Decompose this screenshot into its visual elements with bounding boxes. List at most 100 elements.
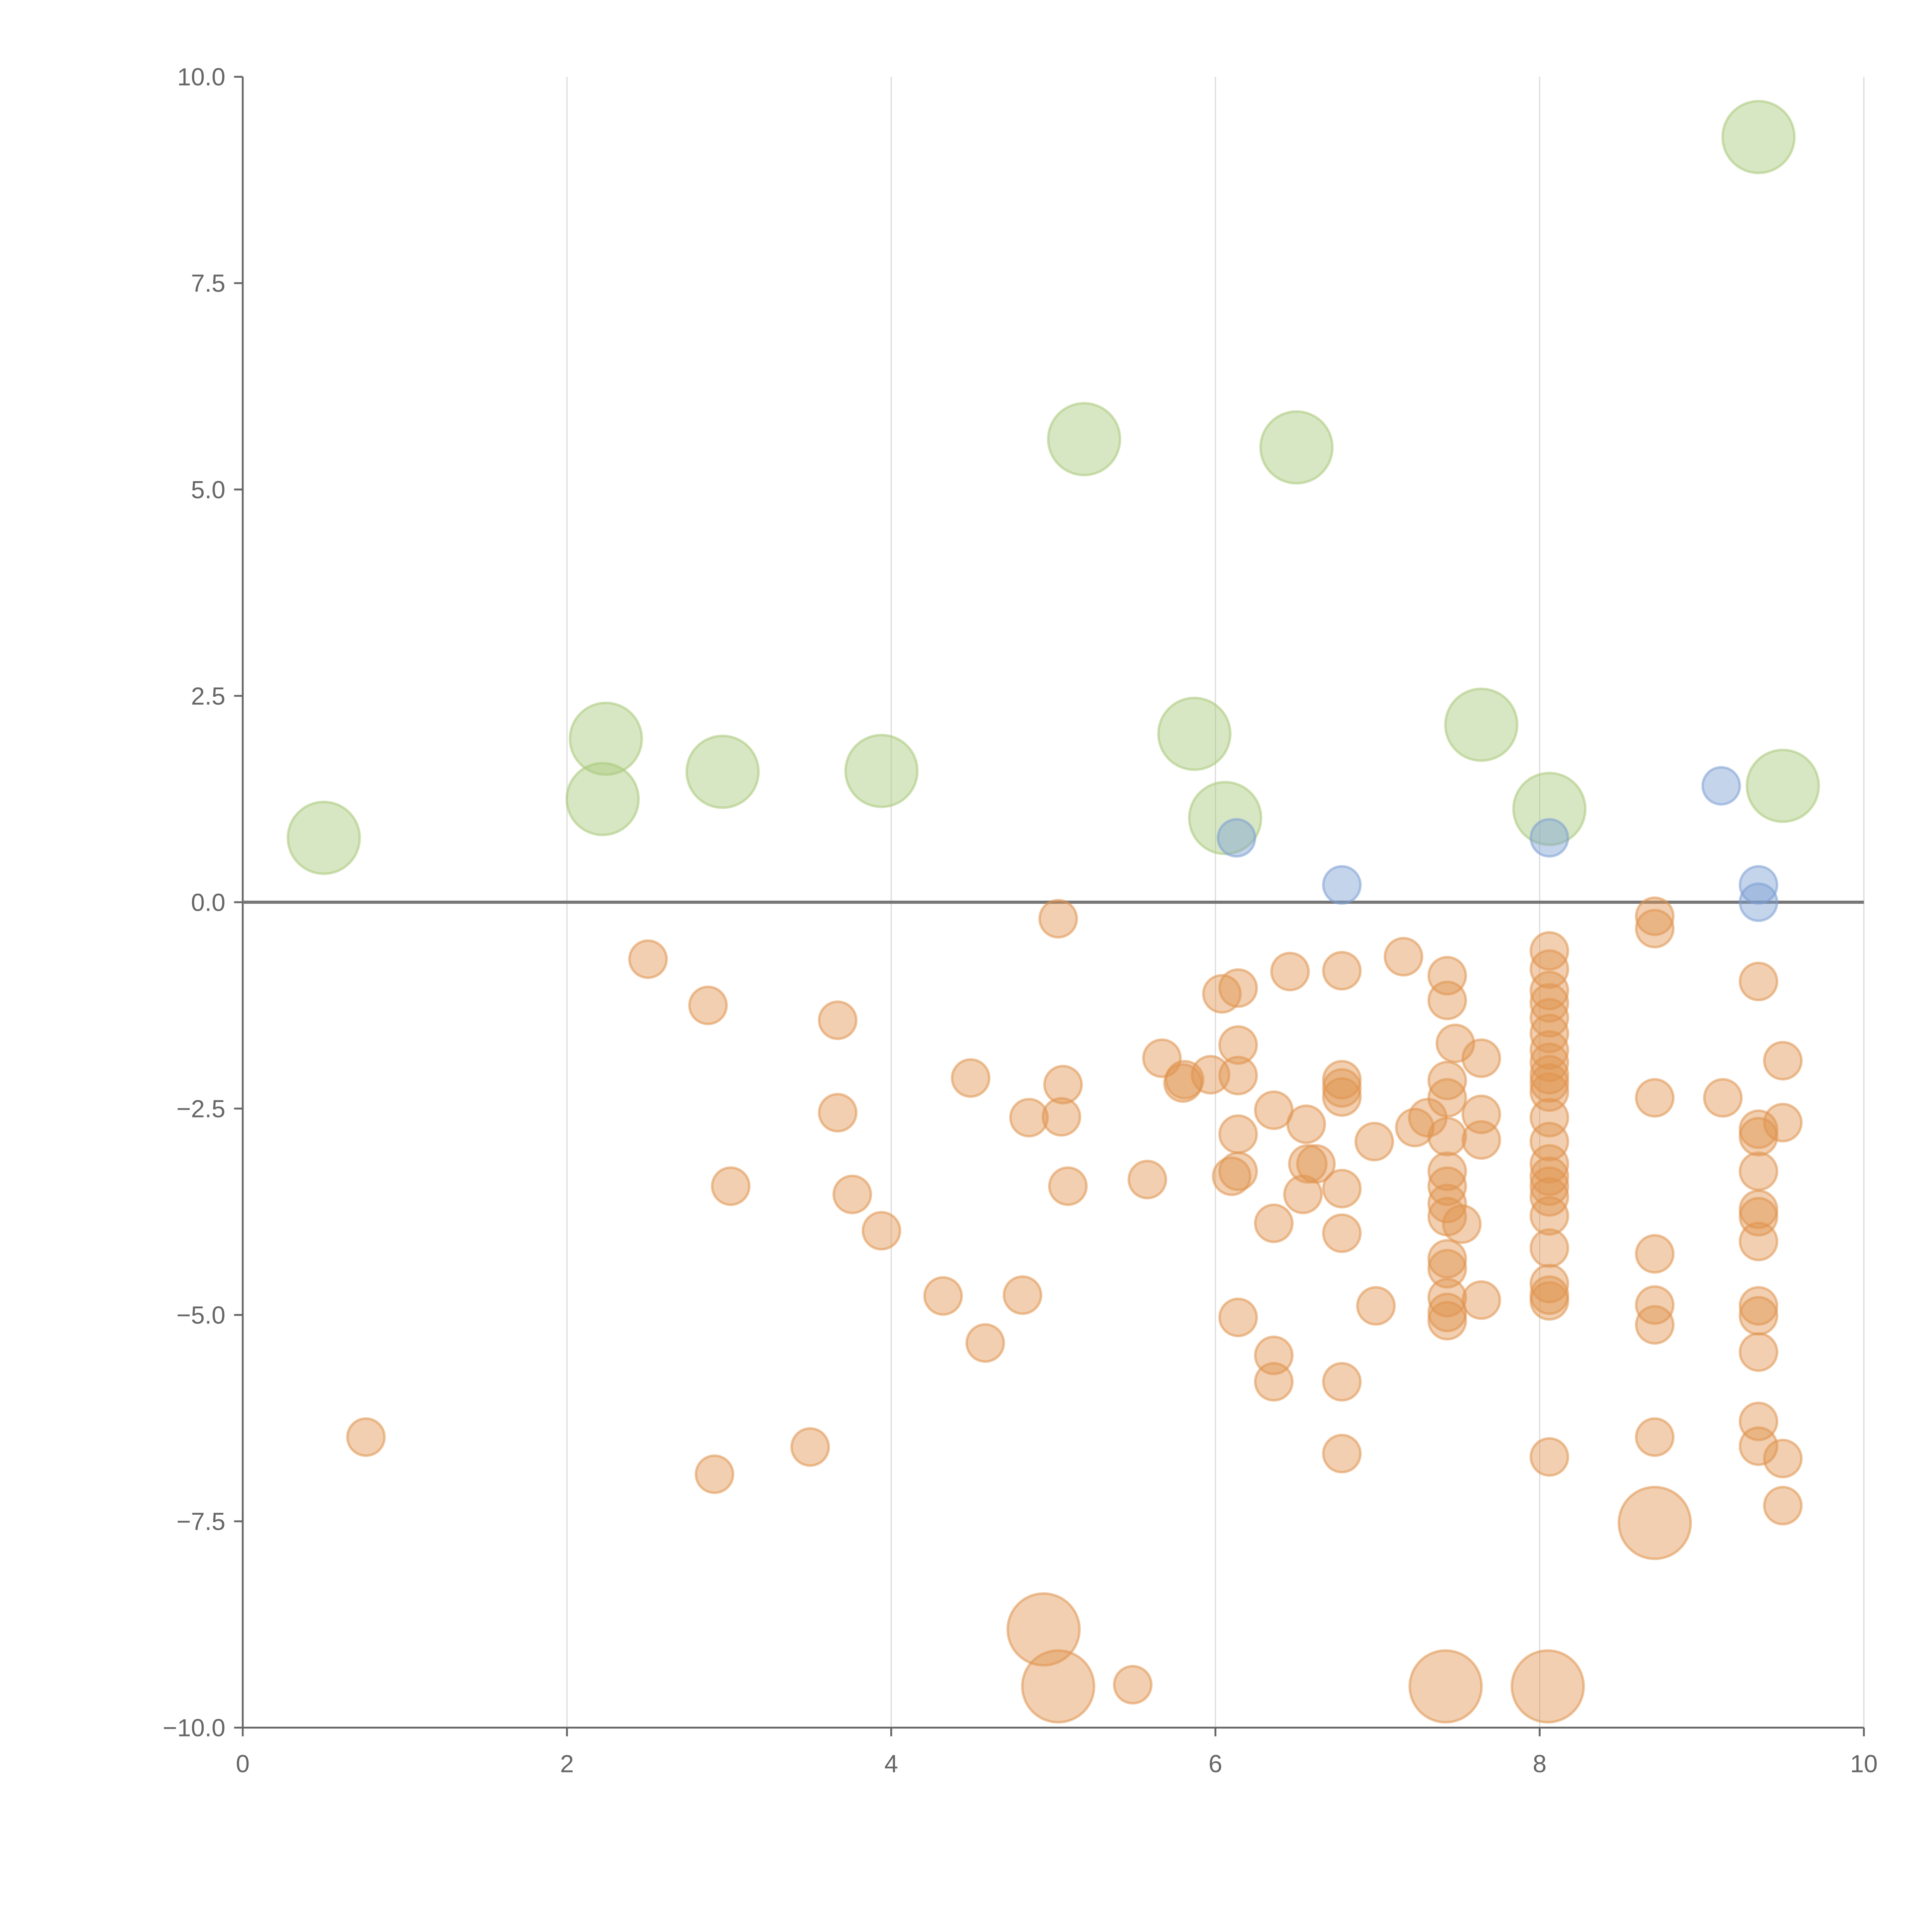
data-point-orange xyxy=(711,1166,751,1206)
data-point-orange xyxy=(1738,1286,1779,1326)
data-point-orange xyxy=(1529,971,1570,1010)
data-point-orange-large xyxy=(1408,1649,1483,1724)
data-point-blue xyxy=(1738,882,1779,922)
data-point-orange xyxy=(1218,1114,1258,1154)
data-point-orange xyxy=(1041,1097,1082,1137)
data-point-orange xyxy=(832,1174,872,1214)
data-point-orange xyxy=(1763,1041,1803,1081)
data-point-orange xyxy=(1165,1060,1205,1100)
data-point-orange xyxy=(1283,1174,1323,1214)
data-point-green xyxy=(286,801,361,875)
data-point-orange xyxy=(1635,909,1675,949)
data-point-orange xyxy=(1529,1144,1570,1184)
data-point-orange xyxy=(1529,1264,1570,1304)
data-point-orange xyxy=(1529,1098,1570,1138)
data-point-orange xyxy=(1427,1117,1467,1156)
data-point-orange xyxy=(1738,1426,1779,1466)
data-point-orange xyxy=(1322,951,1362,991)
data-point-orange xyxy=(1322,1060,1362,1100)
data-point-orange xyxy=(1461,1280,1501,1320)
data-point-orange xyxy=(1738,1151,1779,1191)
data-point-orange xyxy=(1738,961,1779,1002)
data-point-orange xyxy=(1322,1068,1362,1108)
data-point-orange xyxy=(1529,1156,1570,1196)
data-point-orange xyxy=(1202,974,1242,1014)
x-tick-label: 6 xyxy=(1209,1750,1223,1778)
data-point-orange xyxy=(1529,983,1570,1023)
y-tick-label: −2.5 xyxy=(177,1095,226,1122)
data-point-orange xyxy=(1212,1156,1252,1196)
data-point-orange xyxy=(1763,1486,1803,1526)
data-point-green xyxy=(1259,410,1334,485)
data-point-orange xyxy=(818,1000,858,1040)
data-point-orange xyxy=(1427,1151,1467,1191)
data-point-orange xyxy=(1529,1437,1570,1477)
data-point-orange xyxy=(1218,1025,1258,1065)
data-point-orange xyxy=(1270,952,1310,992)
data-point-green xyxy=(1745,748,1820,823)
data-point-orange xyxy=(1635,1078,1675,1118)
data-point-orange xyxy=(965,1323,1005,1363)
data-point-orange xyxy=(1529,1196,1570,1236)
data-point-green xyxy=(685,735,760,809)
data-point-orange xyxy=(1218,968,1258,1008)
data-point-orange xyxy=(1763,1439,1803,1479)
data-point-orange xyxy=(951,1058,991,1098)
data-point-orange xyxy=(1703,1078,1743,1118)
data-point-orange xyxy=(1009,1098,1049,1138)
data-point-orange-large xyxy=(1617,1486,1692,1560)
data-point-orange xyxy=(861,1211,901,1251)
x-tick-label: 2 xyxy=(560,1750,574,1778)
data-point-orange xyxy=(1128,1160,1167,1199)
data-point-orange xyxy=(1043,1065,1083,1105)
data-point-orange xyxy=(1427,1061,1467,1100)
data-point-orange xyxy=(1529,1166,1570,1206)
data-point-orange xyxy=(1286,1104,1326,1144)
y-tick-label: 7.5 xyxy=(191,269,225,297)
data-point-orange-large xyxy=(1510,1649,1585,1724)
y-tick-label: 10.0 xyxy=(177,63,226,91)
data-point-green xyxy=(844,734,919,808)
data-point-orange xyxy=(790,1427,830,1467)
y-tick-label: 5.0 xyxy=(191,476,225,503)
data-point-orange xyxy=(1461,1038,1501,1078)
data-point-orange xyxy=(1218,1151,1258,1191)
data-point-blue xyxy=(1529,818,1570,858)
x-tick-label: 8 xyxy=(1533,1750,1547,1778)
y-tick-label: −10.0 xyxy=(163,1714,225,1742)
data-point-orange xyxy=(1383,937,1423,977)
data-point-orange xyxy=(1427,1249,1467,1289)
data-point-orange xyxy=(1529,1063,1570,1103)
x-tick-label: 0 xyxy=(236,1750,250,1778)
data-point-orange xyxy=(1218,1056,1258,1095)
data-point-green xyxy=(1157,696,1232,771)
y-tick-label: 2.5 xyxy=(191,682,225,710)
data-point-orange xyxy=(1763,1103,1803,1143)
data-point-orange xyxy=(1254,1362,1294,1402)
data-point-orange-large xyxy=(1006,1592,1081,1667)
data-point-orange xyxy=(1218,1298,1258,1337)
data-point-green xyxy=(1047,402,1121,476)
data-point-orange xyxy=(1427,980,1467,1020)
data-point-orange xyxy=(1442,1204,1482,1244)
data-point-orange xyxy=(628,939,668,979)
data-point-orange xyxy=(1002,1275,1043,1315)
data-point-orange xyxy=(1529,1281,1570,1321)
data-point-orange xyxy=(1038,899,1078,939)
data-point-orange xyxy=(1529,1043,1570,1082)
data-point-orange xyxy=(1254,1203,1294,1243)
data-point-green xyxy=(1721,100,1796,174)
data-point-orange xyxy=(346,1417,386,1457)
data-point-orange xyxy=(1529,1014,1570,1053)
data-point-green xyxy=(565,762,640,837)
data-point-orange xyxy=(1635,896,1675,936)
data-point-orange xyxy=(1635,1417,1675,1457)
data-point-orange xyxy=(1322,1213,1362,1253)
data-point-orange xyxy=(1461,1120,1501,1160)
data-point-blue xyxy=(1322,865,1362,905)
data-point-orange xyxy=(1427,1184,1467,1223)
data-point-green xyxy=(1444,687,1519,762)
data-point-orange xyxy=(1427,1166,1467,1206)
